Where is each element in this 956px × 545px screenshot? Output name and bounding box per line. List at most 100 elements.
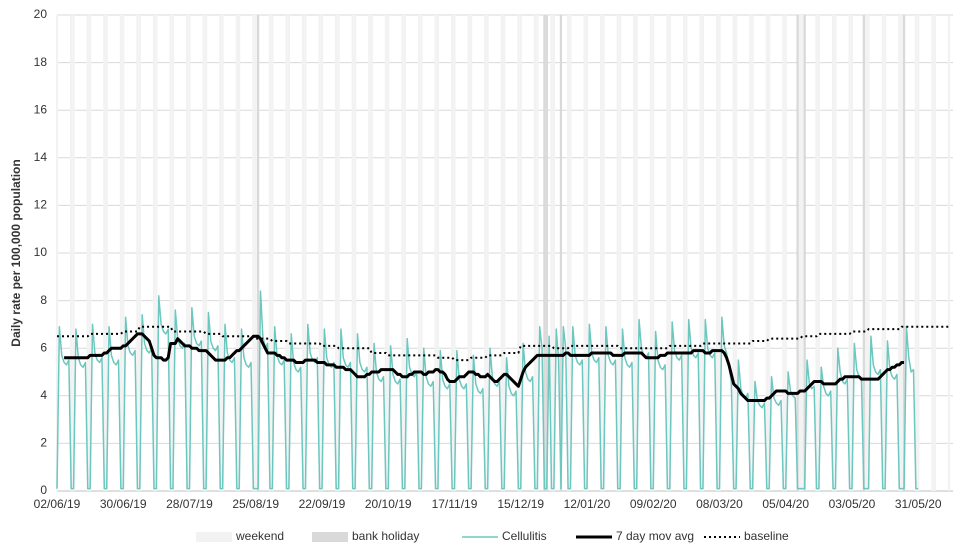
bar [883, 15, 887, 491]
bar [235, 15, 238, 491]
bar [86, 15, 89, 491]
bar [850, 15, 854, 491]
x-tick-label: 02/06/19 [34, 497, 81, 511]
bar [765, 15, 768, 491]
bar [616, 15, 619, 491]
x-tick-label: 28/07/19 [166, 497, 213, 511]
bar [796, 15, 799, 491]
x-tick-label: 25/08/19 [232, 497, 279, 511]
bar [784, 15, 787, 491]
legend: weekend bank holiday Cellulitis 7 day mov a… [196, 529, 789, 543]
bar [219, 15, 222, 491]
bar [749, 15, 752, 491]
bar [401, 15, 404, 491]
bar [238, 15, 241, 491]
legend-label: weekend [235, 529, 284, 543]
bar [403, 15, 406, 491]
x-tick-label: 05/04/20 [762, 497, 809, 511]
bar [370, 15, 373, 491]
bar [635, 15, 638, 491]
bar [817, 15, 820, 491]
bar [602, 15, 605, 491]
bar [583, 15, 586, 491]
bar [486, 15, 489, 491]
bar [947, 15, 951, 491]
bar [867, 15, 870, 491]
bar [517, 15, 520, 491]
bar [917, 15, 920, 491]
bar [337, 15, 340, 491]
bar [834, 15, 837, 491]
bar [801, 15, 804, 491]
bar [451, 15, 454, 491]
bar [138, 15, 141, 491]
x-tick-label: 03/05/20 [829, 497, 876, 511]
bar [353, 15, 357, 491]
bar [169, 15, 172, 491]
bar [122, 15, 125, 491]
bar [552, 15, 555, 491]
labels: 0 2 4 6 8 10 12 14 16 18 20 02/06/19 30/06/19 28/07/1… [34, 7, 942, 511]
lines [56, 290, 949, 490]
y-tick-label: 10 [34, 245, 48, 259]
x-tick-label: 22/09/19 [299, 497, 346, 511]
bar [600, 15, 603, 491]
bar [701, 15, 705, 491]
legend-swatch [196, 532, 232, 542]
bar [803, 15, 806, 491]
bar [469, 15, 473, 491]
bar [902, 15, 906, 491]
bar [420, 15, 423, 491]
bar [453, 15, 456, 491]
x-tick-label: 15/12/19 [497, 497, 544, 511]
bar [536, 15, 539, 491]
bar [533, 15, 537, 491]
y-tick-label: 14 [34, 150, 48, 164]
bar [119, 15, 123, 491]
y-tick-label: 18 [34, 55, 48, 69]
bar [734, 15, 738, 491]
bar [320, 15, 324, 491]
bar [434, 15, 437, 491]
bar [666, 15, 669, 491]
bar [682, 15, 686, 491]
bar [914, 15, 917, 491]
bar [900, 15, 903, 491]
y-tick-label: 2 [40, 436, 47, 450]
bar [815, 15, 818, 491]
bar [569, 15, 572, 491]
bars [55, 15, 951, 491]
bar [384, 15, 388, 491]
bar [898, 15, 901, 491]
bar [368, 15, 371, 491]
bar [256, 15, 260, 491]
bar [652, 15, 655, 491]
bar [202, 15, 205, 491]
bar [668, 15, 671, 491]
bar [285, 15, 288, 491]
legend-label: 7 day mov avg [616, 529, 694, 543]
bar [136, 15, 139, 491]
bar [503, 15, 506, 491]
bar [188, 15, 191, 491]
bar [335, 15, 338, 491]
bar [171, 15, 175, 491]
bar [585, 15, 589, 491]
bar [649, 15, 653, 491]
bar [70, 15, 73, 491]
bar [301, 15, 305, 491]
bar [798, 15, 802, 491]
y-tick-label: 20 [34, 7, 48, 21]
bar [55, 15, 59, 491]
bar [186, 15, 189, 491]
bar [751, 15, 754, 491]
line [56, 290, 919, 490]
legend-label: baseline [744, 529, 789, 543]
y-tick-label: 8 [40, 293, 47, 307]
bar [831, 15, 835, 491]
x-tick-label: 08/03/20 [696, 497, 743, 511]
bar [699, 15, 702, 491]
bar [155, 15, 158, 491]
bar [204, 15, 208, 491]
